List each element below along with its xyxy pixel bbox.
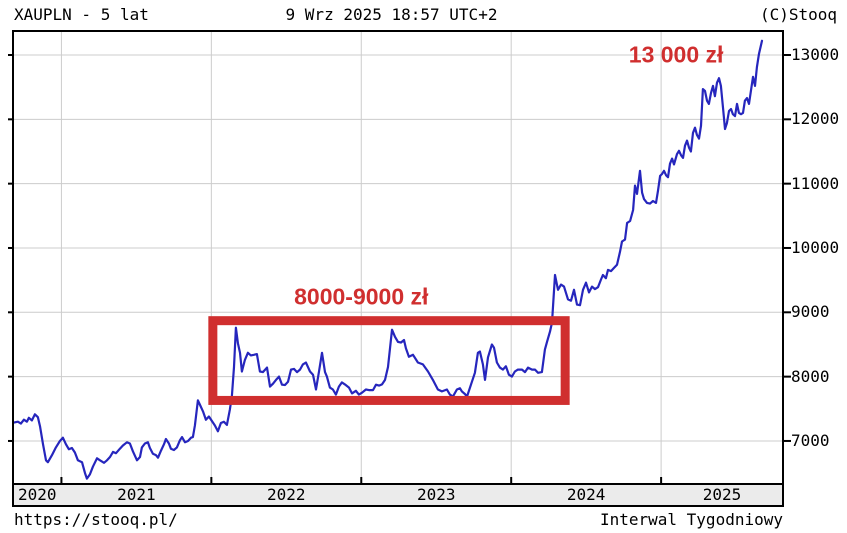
y-axis-label: 12000: [791, 109, 840, 129]
x-axis-label: 2025: [702, 485, 742, 504]
annotation-current-price: 13 000 zł: [628, 41, 724, 68]
x-axis-label: 2023: [416, 485, 456, 504]
chart-footer: https://stooq.pl/ Interwal Tygodniowy: [0, 510, 847, 532]
quote-timestamp: 9 Wrz 2025 18:57 UTC+2: [285, 5, 498, 24]
annotation-range-price: 8000-9000 zł: [294, 283, 429, 310]
chart-header: XAUPLN - 5 lat 9 Wrz 2025 18:57 UTC+2 (C…: [0, 5, 847, 29]
y-axis-label: 9000: [791, 302, 830, 322]
symbol-title: XAUPLN - 5 lat: [14, 5, 149, 24]
x-axis-label: 2022: [267, 485, 306, 504]
y-axis-label: 11000: [791, 173, 840, 193]
y-axis-label: 10000: [791, 237, 840, 257]
x-axis-strip: [12, 483, 784, 507]
range-highlight-box: [208, 316, 570, 405]
price-line: [12, 39, 764, 480]
footer-url[interactable]: https://stooq.pl/: [14, 510, 178, 529]
interval-label: Interwal Tygodniowy: [599, 510, 783, 529]
x-axis-label: 2021: [117, 485, 156, 504]
y-axis-label: 7000: [791, 430, 830, 450]
plot-background: [13, 31, 783, 484]
x-axis-label: 2020: [17, 485, 57, 504]
y-axis-label: 13000: [791, 44, 840, 64]
y-axis-label: 8000: [791, 366, 830, 386]
x-axis-label: 2024: [566, 485, 606, 504]
copyright-label: (C)Stooq: [759, 5, 837, 24]
